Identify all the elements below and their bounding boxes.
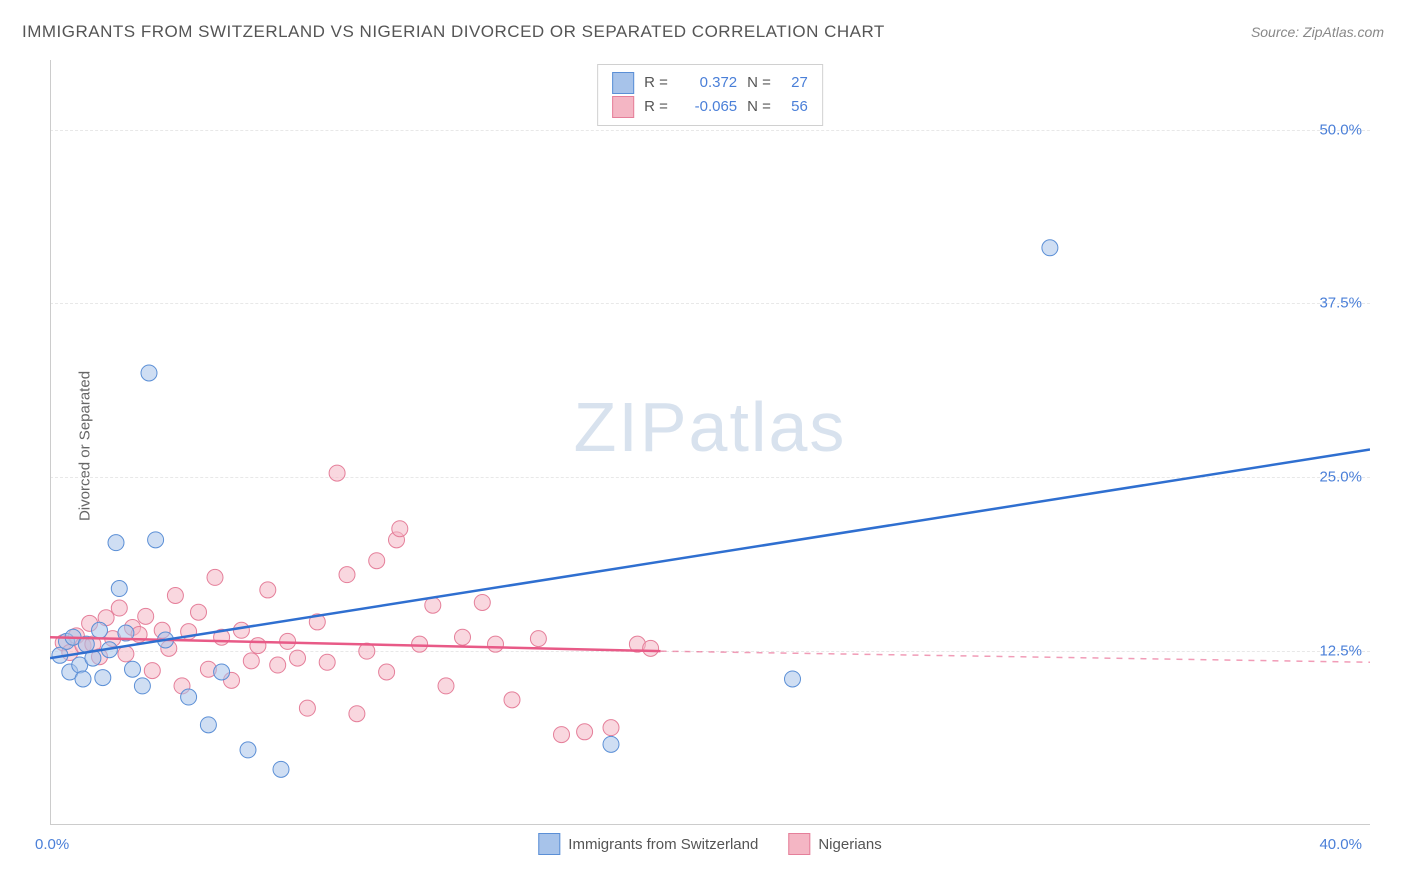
scatter-svg [50, 60, 1370, 825]
source-attribution: Source: ZipAtlas.com [1251, 24, 1384, 40]
series-legend: Immigrants from Switzerland Nigerians [538, 833, 881, 855]
legend-label-a: Immigrants from Switzerland [568, 836, 758, 853]
legend-label-b: Nigerians [818, 836, 881, 853]
x-tick-max: 40.0% [1319, 836, 1362, 853]
legend-swatch-a [538, 833, 560, 855]
legend-swatch-b [788, 833, 810, 855]
legend-item-a: Immigrants from Switzerland [538, 833, 758, 855]
x-tick-min: 0.0% [35, 836, 69, 853]
legend-item-b: Nigerians [788, 833, 881, 855]
chart-plot-area: ZIPatlas 12.5%25.0%37.5%50.0% 0.0% 40.0%… [50, 60, 1370, 825]
chart-title: IMMIGRANTS FROM SWITZERLAND VS NIGERIAN … [22, 22, 885, 42]
